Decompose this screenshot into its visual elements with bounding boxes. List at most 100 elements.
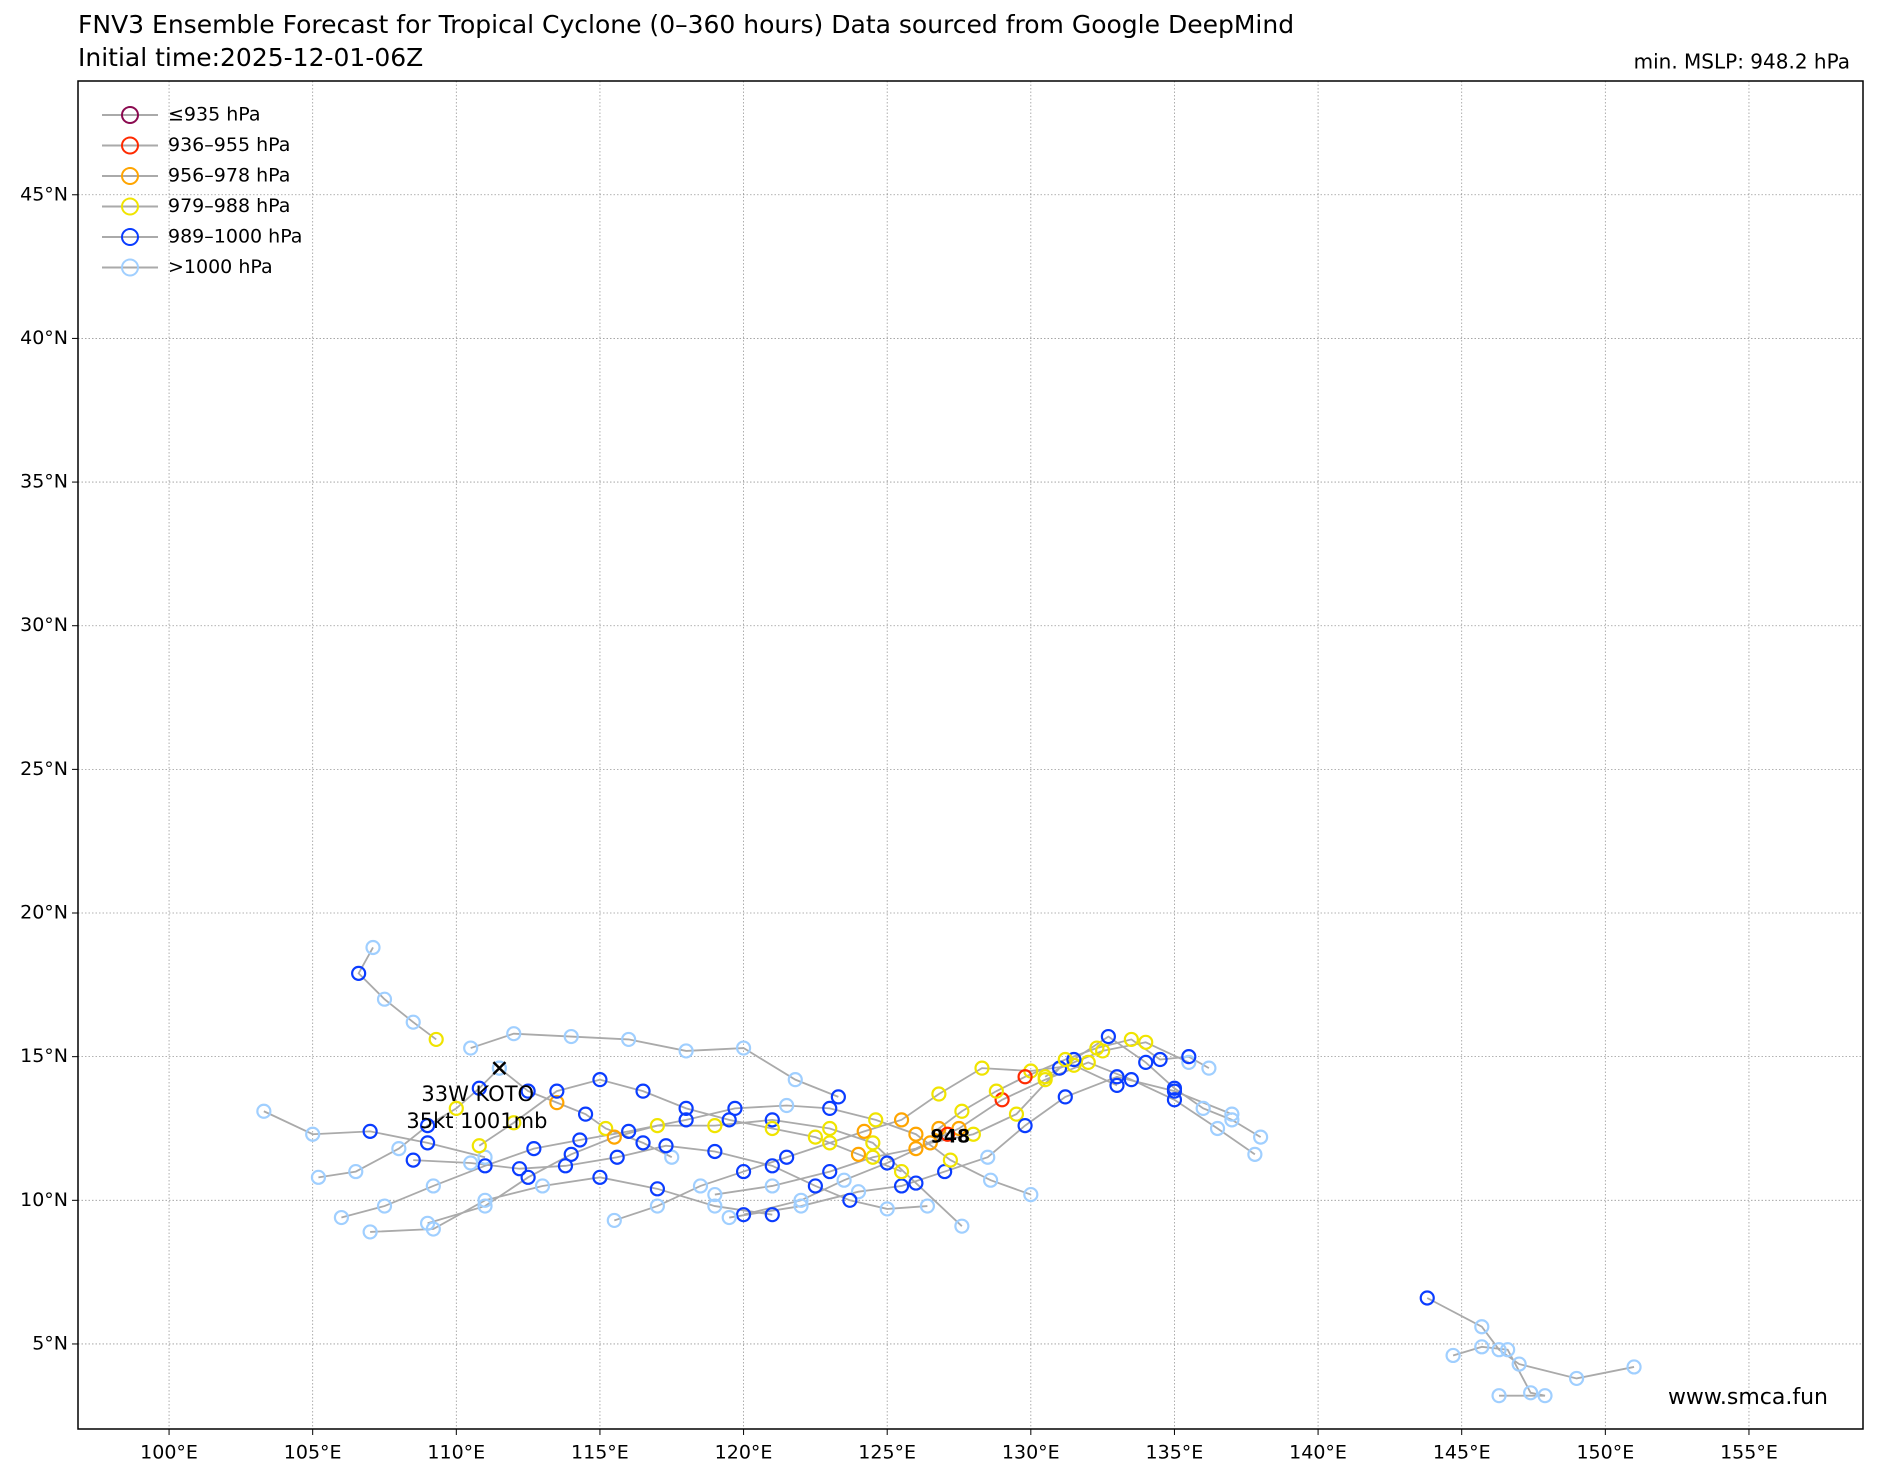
track-point: [305, 1126, 321, 1142]
track-point: [764, 1207, 780, 1223]
legend-label: 956–978 hPa: [168, 165, 290, 187]
track-point: [1445, 1347, 1461, 1364]
track-point: [1109, 1077, 1125, 1093]
y-tick-label: 10°N: [20, 1189, 68, 1211]
track-point: [534, 1178, 551, 1194]
track-point: [879, 1155, 895, 1171]
legend-label: >1000 hPa: [168, 256, 273, 278]
x-tick-label: 150°E: [1576, 1442, 1634, 1464]
track-point: [830, 1089, 846, 1105]
track-point: [1008, 1106, 1025, 1122]
track-point: [721, 1209, 737, 1226]
track-point: [807, 1129, 823, 1145]
track-point: [850, 1146, 867, 1162]
track-point: [1523, 1385, 1539, 1401]
y-tick-label: 25°N: [20, 758, 68, 780]
track-point: [764, 1158, 780, 1174]
track-point: [1057, 1051, 1073, 1068]
track-point: [735, 1207, 752, 1223]
sea: [78, 81, 1863, 1429]
track-point: [919, 1198, 936, 1214]
track-point: [983, 1172, 999, 1188]
legend-marker: [121, 106, 139, 124]
track-point: [1017, 1118, 1033, 1134]
track-point: [348, 1163, 364, 1180]
track-point: [649, 1118, 665, 1134]
x-tick-label: 125°E: [858, 1442, 916, 1464]
track-point: [908, 1140, 924, 1157]
track-point: [908, 1175, 924, 1191]
track-point: [1138, 1034, 1154, 1050]
track-point: [787, 1072, 803, 1088]
grid: [78, 81, 1863, 1429]
track-point: [592, 1072, 608, 1088]
track-point: [477, 1192, 493, 1208]
track-point: [937, 1163, 953, 1180]
y-tick-label: 20°N: [20, 902, 68, 924]
min-pressure-label: 948: [931, 1126, 971, 1148]
track-point: [1209, 1120, 1226, 1137]
track-point: [376, 991, 393, 1007]
track-line: [614, 1064, 1118, 1222]
track-point: [856, 1123, 872, 1139]
track-point: [448, 1100, 464, 1116]
track-point: [951, 1120, 967, 1137]
track-point: [563, 1146, 579, 1162]
track-point: [351, 965, 367, 981]
track-point: [463, 1155, 479, 1171]
track-point: [707, 1118, 723, 1134]
x-tick-label: 135°E: [1146, 1442, 1204, 1464]
storm-label: 33W KOTO: [421, 1082, 534, 1106]
track-point: [557, 1158, 574, 1174]
track-point: [592, 1169, 608, 1185]
tracks: [256, 939, 1642, 1404]
track-point: [793, 1198, 809, 1214]
y-tick-label: 15°N: [20, 1045, 68, 1067]
track-point: [678, 1043, 694, 1059]
track-point: [893, 1163, 910, 1180]
track-point: [419, 1118, 436, 1134]
track-point: [256, 1103, 272, 1119]
track-point: [779, 1097, 795, 1114]
track-point: [1181, 1049, 1197, 1065]
track-point: [1181, 1054, 1197, 1071]
storm-marker: [492, 1061, 507, 1076]
track-point: [707, 1186, 723, 1203]
track-point: [1089, 1040, 1105, 1056]
legend-label: 936–955 hPa: [168, 134, 290, 156]
track-point: [707, 1198, 723, 1214]
x-tick-label: 140°E: [1289, 1442, 1347, 1464]
x-tick-label: 105°E: [284, 1442, 342, 1464]
track-point: [1109, 1069, 1125, 1085]
track-point: [1491, 1388, 1507, 1404]
legend-marker: [121, 167, 139, 185]
track-point: [893, 1178, 910, 1194]
track-point: [735, 1040, 752, 1056]
track-point: [477, 1149, 493, 1165]
track-point: [365, 939, 381, 956]
track-point: [1080, 1054, 1096, 1071]
track-point: [850, 1184, 867, 1200]
track-point: [865, 1149, 881, 1165]
x-tick-label: 120°E: [715, 1442, 773, 1464]
track-point: [477, 1158, 493, 1174]
track-point: [822, 1120, 838, 1137]
track-point: [471, 1080, 487, 1096]
track-point: [1195, 1100, 1211, 1116]
track-point: [606, 1129, 622, 1145]
track-point: [577, 1106, 594, 1122]
track-point: [376, 1198, 393, 1214]
legend-marker: [121, 258, 139, 277]
track-point: [425, 1178, 441, 1194]
subtitle: Initial time:2025-12-01-06Z: [78, 43, 423, 72]
track-point: [922, 1135, 938, 1151]
x-tick-label: 145°E: [1433, 1442, 1491, 1464]
track-point: [980, 1149, 996, 1165]
track-line: [498, 1067, 673, 1159]
legend-label: 979–988 hPa: [168, 195, 290, 217]
track-line: [714, 1061, 1256, 1196]
track-point: [974, 1060, 990, 1076]
track-point: [405, 1152, 421, 1168]
track-point: [988, 1083, 1004, 1099]
